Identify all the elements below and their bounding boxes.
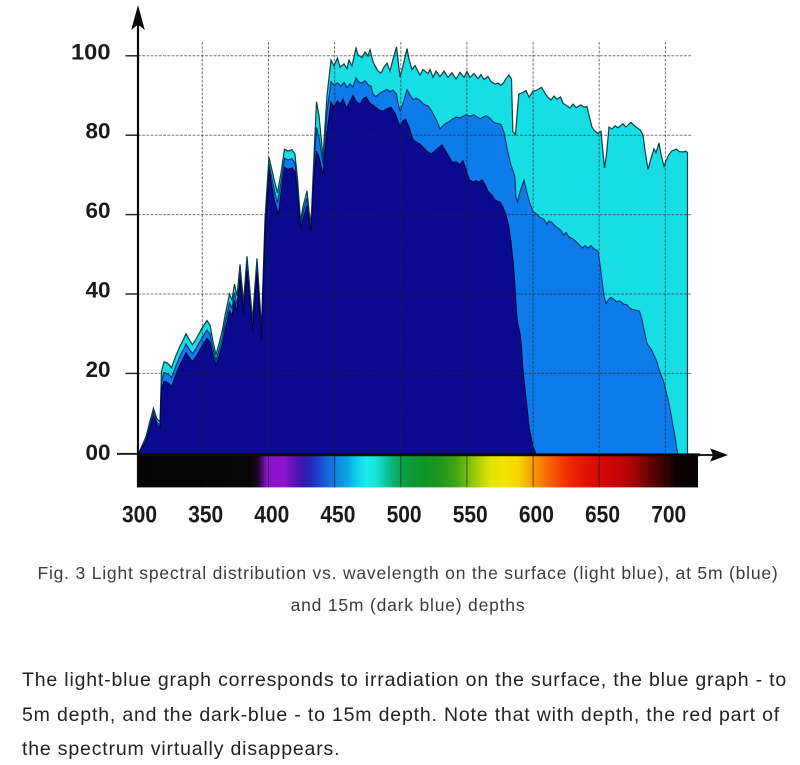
svg-text:80: 80 <box>86 119 111 144</box>
svg-text:400: 400 <box>254 501 289 528</box>
svg-text:300: 300 <box>122 501 157 528</box>
svg-text:00: 00 <box>86 440 111 465</box>
svg-text:350: 350 <box>188 501 223 528</box>
svg-text:650: 650 <box>585 501 620 528</box>
svg-text:500: 500 <box>387 501 422 528</box>
svg-text:450: 450 <box>320 501 355 528</box>
svg-text:600: 600 <box>519 501 554 528</box>
svg-text:40: 40 <box>86 278 111 303</box>
svg-text:700: 700 <box>651 501 686 528</box>
svg-text:60: 60 <box>86 198 111 223</box>
svg-text:100: 100 <box>71 40 111 65</box>
svg-text:20: 20 <box>86 357 111 382</box>
svg-text:550: 550 <box>453 501 488 528</box>
